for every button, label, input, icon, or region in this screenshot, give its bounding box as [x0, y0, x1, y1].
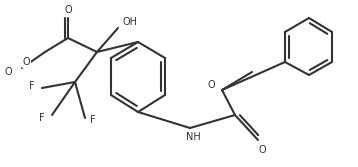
Text: F: F — [90, 115, 96, 125]
Text: O: O — [207, 80, 215, 90]
Text: F: F — [39, 113, 45, 123]
Text: NH: NH — [186, 132, 200, 142]
Text: OH: OH — [122, 17, 137, 27]
Text: O: O — [258, 145, 266, 155]
Text: O: O — [23, 57, 30, 67]
Text: F: F — [29, 81, 35, 91]
Text: O: O — [4, 67, 12, 77]
Text: O: O — [64, 5, 72, 15]
